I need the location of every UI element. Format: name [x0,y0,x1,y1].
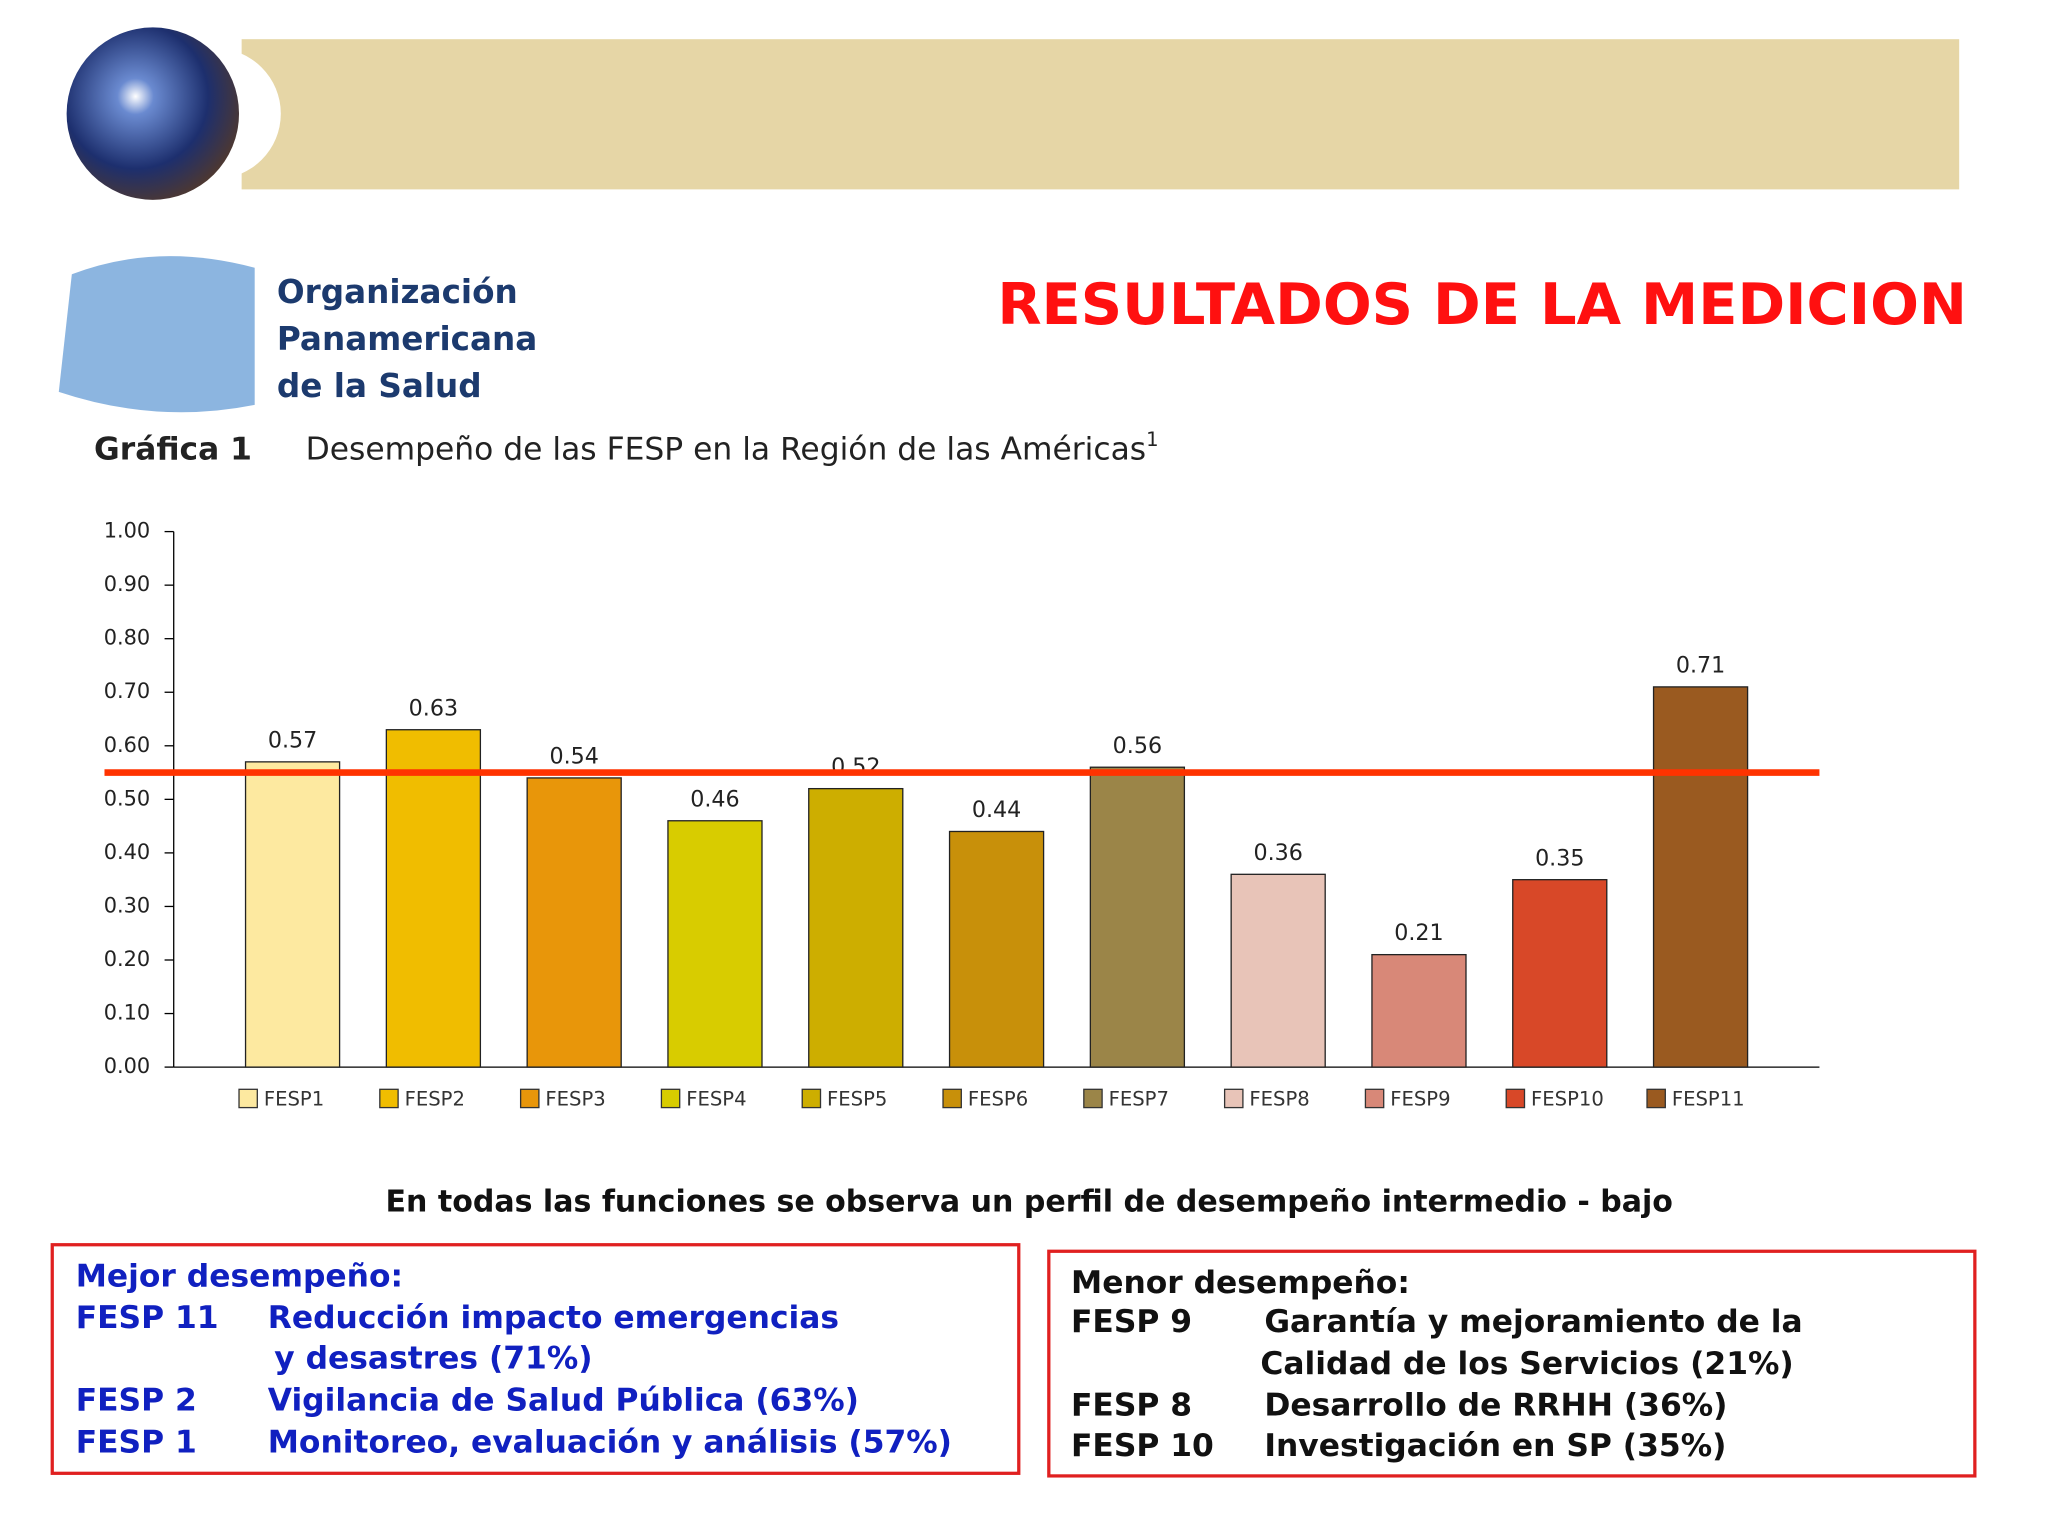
chart-label: Gráfica 1 [94,432,252,468]
value-label: 0.46 [690,786,739,812]
legend-label: FESP11 [1672,1087,1745,1110]
bar [1089,766,1186,1068]
fesp-text: Garantía y mejoramiento de la [1264,1304,1802,1340]
org-logo [58,256,255,413]
y-tick-label: 0.20 [104,947,150,971]
y-tick-label: 0.90 [104,572,150,596]
legend-label: FESP8 [1249,1087,1309,1110]
fesp-code: FESP 2 [76,1382,197,1418]
value-label: 0.63 [409,695,458,721]
fesp-text: Reducción impacto emergencias [268,1300,839,1336]
legend-label: FESP9 [1390,1087,1450,1110]
legend-label: FESP5 [827,1087,887,1110]
fesp-code: FESP 11 [76,1300,219,1336]
legend-swatch [379,1088,399,1109]
bar [1652,686,1749,1068]
fesp-text: Calidad de los Servicios (21%) [1260,1346,1793,1382]
bar [1512,879,1608,1068]
y-tick-label: 0.00 [104,1054,150,1078]
y-tick-label: 0.30 [104,893,150,917]
org-name: Panamericana [277,320,537,358]
bar [808,787,904,1068]
bar [526,777,622,1068]
legend-swatch [1083,1088,1103,1109]
fesp-text: Vigilancia de Salud Pública (63%) [268,1382,859,1418]
org-name: Organización [277,273,518,311]
legend-label: FESP4 [686,1087,746,1110]
legend-swatch [660,1088,681,1109]
box-heading: Menor desempeño: [1071,1265,1410,1301]
footnote-mark: 1 [1146,428,1158,451]
bar [667,820,763,1068]
bar [385,729,482,1068]
legend-swatch [942,1088,962,1109]
legend-swatch [238,1088,258,1109]
y-tick-label: 0.40 [104,840,150,864]
value-label: 0.57 [268,727,317,753]
value-label: 0.36 [1253,840,1302,866]
fesp-code: FESP 8 [1071,1388,1192,1424]
y-tick-label: 1.00 [104,519,150,543]
legend-label: FESP1 [264,1087,324,1110]
chart-title-text: Desempeño de las FESP en la Región de la… [306,432,1147,468]
legend-label: FESP7 [1109,1087,1169,1110]
legend-swatch [1223,1088,1244,1109]
worst-box [1047,1249,1977,1478]
banner [241,39,1960,190]
fesp-text: y desastres (71%) [274,1341,592,1377]
legend-label: FESP10 [1531,1087,1604,1110]
bar [948,830,1045,1068]
legend-swatch [1646,1088,1666,1109]
fesp-code: FESP 10 [1071,1428,1214,1464]
fesp-code: FESP 1 [76,1424,197,1460]
legend-swatch [1505,1088,1526,1109]
fesp-text: Monitoreo, evaluación y análisis (57%) [268,1424,952,1460]
legend-label: FESP3 [545,1087,605,1110]
value-label: 0.71 [1676,652,1725,678]
bar [1371,953,1467,1068]
y-tick-label: 0.60 [104,733,150,757]
fesp-text: Investigación en SP (35%) [1264,1428,1726,1464]
legend-swatch [519,1088,540,1109]
legend-swatch [801,1088,822,1109]
slide-title: RESULTADOS DE LA MEDICION [997,271,1967,338]
bar [244,761,341,1068]
value-label: 0.56 [1113,733,1162,759]
org-name: de la Salud [277,367,482,405]
globe [66,27,240,200]
best-box [50,1243,1021,1475]
fesp-text: Desarrollo de RRHH (36%) [1264,1388,1727,1424]
chart-title: Desempeño de las FESP en la Región de la… [306,428,1159,468]
y-tick-label: 0.70 [104,679,150,703]
value-label: 0.52 [831,754,880,780]
legend-swatch [1364,1088,1385,1109]
legend-label: FESP6 [968,1087,1028,1110]
legend-label: FESP2 [405,1087,465,1110]
y-tick-label: 0.10 [104,1001,150,1025]
y-tick-label: 0.50 [104,786,150,810]
box-heading: Mejor desempeño: [76,1258,403,1294]
fesp-code: FESP 9 [1071,1304,1192,1340]
y-tick-label: 0.80 [104,626,150,650]
value-label: 0.54 [549,744,598,770]
value-label: 0.21 [1394,920,1443,946]
value-label: 0.44 [972,797,1021,823]
value-label: 0.35 [1535,845,1584,871]
bar [1230,873,1326,1068]
note: En todas las funciones se observa un per… [386,1184,1673,1219]
